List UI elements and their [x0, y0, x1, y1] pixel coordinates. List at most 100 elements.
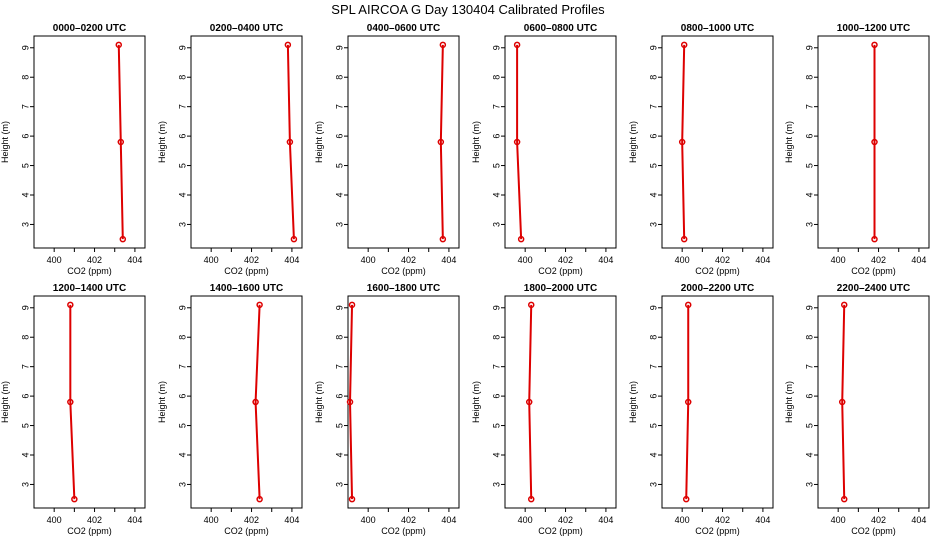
y-tick-label: 4 — [648, 452, 658, 457]
plot-frame — [33, 35, 146, 249]
y-tick-label: 8 — [648, 75, 658, 80]
profile-point — [680, 235, 688, 243]
panel-title: 0400–0600 UTC — [367, 23, 440, 34]
profile-point — [348, 301, 356, 309]
profile-point — [678, 138, 686, 146]
figure-title: SPL AIRCOA G Day 130404 Calibrated Profi… — [331, 2, 605, 17]
profile-panel: 1800–2000 UTC 400 402 404 3 4 5 6 7 8 9 CO2 (ppm) He… — [471, 283, 617, 536]
panel-title: 2000–2200 UTC — [681, 283, 754, 294]
profile-line — [841, 304, 846, 500]
x-axis-label: CO2 (ppm) — [851, 266, 896, 276]
x-tick-label: 400 — [361, 255, 376, 265]
panel-title: 0600–0800 UTC — [524, 23, 597, 34]
profile-point — [682, 495, 690, 503]
y-tick-label: 8 — [491, 75, 501, 80]
y-axis-label: Height (m) — [628, 121, 638, 163]
plot-frame — [347, 35, 460, 249]
y-tick-label: 3 — [804, 482, 814, 487]
profile-point — [684, 398, 692, 406]
profile-point — [871, 41, 878, 49]
y-tick-label: 7 — [177, 364, 187, 369]
x-tick-label: 400 — [675, 515, 690, 525]
y-tick-label: 6 — [804, 394, 814, 399]
x-tick-label: 402 — [871, 515, 886, 525]
profile-panel: 0800–1000 UTC 400 402 404 3 4 5 6 7 8 9 CO2 (ppm) He… — [628, 23, 774, 276]
y-tick-label: 3 — [491, 222, 501, 227]
y-axis-label: Height (m) — [314, 381, 324, 423]
profile-line — [528, 304, 533, 500]
x-tick-label: 402 — [715, 255, 730, 265]
plot-frame — [504, 35, 617, 249]
y-tick-label: 9 — [804, 305, 814, 310]
profile-point — [517, 235, 525, 243]
profile-point — [437, 138, 445, 146]
y-tick-label: 8 — [20, 75, 30, 80]
profile-point — [290, 235, 298, 243]
y-tick-label: 3 — [804, 222, 814, 227]
y-tick-label: 9 — [334, 305, 344, 310]
y-tick-label: 6 — [20, 394, 30, 399]
y-tick-label: 9 — [804, 45, 814, 50]
y-tick-label: 8 — [804, 335, 814, 340]
profile-point — [252, 398, 259, 406]
x-tick-label: 402 — [558, 255, 573, 265]
profile-point — [67, 398, 74, 406]
profile-point — [439, 41, 447, 49]
x-tick-label: 402 — [401, 255, 416, 265]
y-axis-label: Height (m) — [784, 121, 794, 163]
x-tick-label: 404 — [911, 515, 926, 525]
x-axis-label: CO2 (ppm) — [695, 526, 740, 536]
y-tick-label: 8 — [334, 335, 344, 340]
y-tick-label: 6 — [648, 394, 658, 399]
profile-point — [256, 301, 263, 309]
profile-line — [117, 44, 124, 240]
y-tick-label: 3 — [177, 222, 187, 227]
y-tick-label: 9 — [491, 45, 501, 50]
x-axis-label: CO2 (ppm) — [224, 526, 269, 536]
x-tick-label: 400 — [831, 255, 846, 265]
y-tick-label: 8 — [177, 75, 187, 80]
y-tick-label: 7 — [491, 104, 501, 109]
x-tick-label: 404 — [598, 255, 613, 265]
x-axis-label: CO2 (ppm) — [381, 526, 426, 536]
y-tick-label: 7 — [491, 364, 501, 369]
y-tick-label: 8 — [648, 335, 658, 340]
y-tick-label: 9 — [334, 45, 344, 50]
y-tick-label: 7 — [20, 364, 30, 369]
y-tick-label: 3 — [334, 222, 344, 227]
panel-title: 0000–0200 UTC — [53, 23, 126, 34]
y-tick-label: 5 — [20, 423, 30, 428]
panel-title: 1400–1600 UTC — [210, 283, 283, 294]
profile-line — [439, 44, 444, 240]
x-tick-label: 400 — [47, 255, 62, 265]
y-tick-label: 4 — [334, 192, 344, 197]
panel-title: 1200–1400 UTC — [53, 283, 126, 294]
panel-title: 1000–1200 UTC — [837, 23, 910, 34]
y-tick-label: 3 — [334, 482, 344, 487]
y-tick-label: 4 — [648, 192, 658, 197]
y-tick-label: 6 — [177, 394, 187, 399]
y-tick-label: 5 — [20, 163, 30, 168]
plot-frame — [504, 295, 617, 509]
y-tick-label: 8 — [804, 75, 814, 80]
profile-point — [525, 398, 533, 406]
profile-panel: 1600–1800 UTC 400 402 404 3 4 5 6 7 8 9 CO2 (ppm) He… — [314, 283, 460, 536]
x-tick-label: 402 — [715, 515, 730, 525]
profile-panel: 1000–1200 UTC 400 402 404 3 4 5 6 7 8 9 CO2 (ppm) He… — [784, 23, 930, 276]
x-tick-label: 400 — [361, 515, 376, 525]
y-tick-label: 9 — [491, 305, 501, 310]
y-tick-label: 4 — [20, 452, 30, 457]
y-tick-label: 3 — [177, 482, 187, 487]
x-axis-label: CO2 (ppm) — [538, 526, 583, 536]
y-tick-label: 5 — [648, 423, 658, 428]
y-tick-label: 5 — [177, 163, 187, 168]
x-tick-label: 400 — [47, 515, 62, 525]
profile-point — [513, 41, 521, 49]
x-axis-label: CO2 (ppm) — [224, 266, 269, 276]
y-tick-label: 3 — [648, 482, 658, 487]
y-tick-label: 9 — [20, 45, 30, 50]
x-axis-label: CO2 (ppm) — [67, 266, 112, 276]
x-tick-label: 404 — [127, 255, 142, 265]
y-tick-label: 3 — [20, 222, 30, 227]
